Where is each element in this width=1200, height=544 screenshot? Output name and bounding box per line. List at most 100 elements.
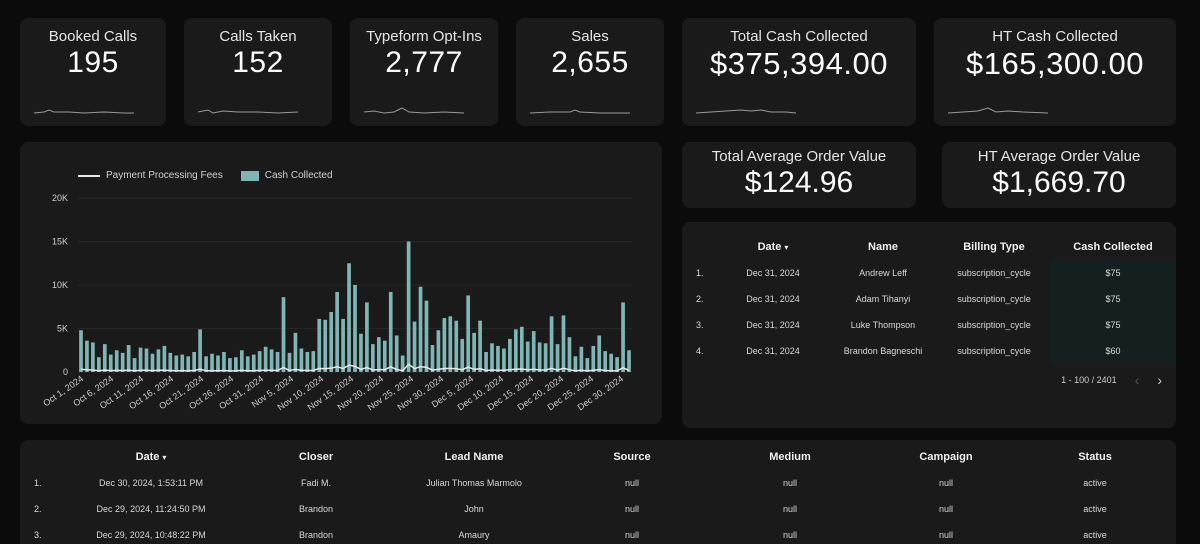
row-number: 3. bbox=[696, 320, 704, 330]
column-header-name[interactable]: Name bbox=[868, 241, 898, 253]
bar bbox=[525, 341, 530, 372]
cell-billing-type: subscription_cycle bbox=[957, 346, 1031, 356]
kpi-card-sales: Sales 2,655 bbox=[516, 18, 664, 126]
bar bbox=[585, 358, 590, 372]
sort-descending-icon[interactable]: ▾ bbox=[784, 243, 789, 252]
table-row[interactable]: 1. Dec 31, 2024 Andrew Leff subscription… bbox=[682, 260, 1176, 286]
table-row[interactable]: 2. Dec 31, 2024 Adam Tihanyi subscriptio… bbox=[682, 286, 1176, 312]
bar bbox=[365, 302, 369, 372]
kpi-value: 2,655 bbox=[551, 46, 629, 79]
bar bbox=[281, 297, 286, 372]
row-number: 2. bbox=[34, 504, 42, 514]
bar bbox=[150, 353, 155, 372]
column-header-closer[interactable]: Closer bbox=[298, 451, 334, 463]
column-header-medium[interactable]: Medium bbox=[769, 451, 811, 463]
bar bbox=[436, 330, 441, 372]
kpi-label: Sales bbox=[571, 28, 609, 45]
bar bbox=[186, 356, 191, 372]
sort-descending-icon[interactable]: ▾ bbox=[162, 453, 167, 462]
kpi-value: $165,300.00 bbox=[966, 46, 1144, 81]
bar bbox=[347, 263, 351, 372]
row-number: 1. bbox=[696, 268, 704, 278]
row-number-header bbox=[682, 234, 718, 260]
bar bbox=[228, 358, 232, 372]
cash-table-card: Date ▾ Name Billing Type Cash Collected 1… bbox=[682, 222, 1176, 428]
row-number: 2. bbox=[696, 294, 704, 304]
prev-page-icon[interactable]: ‹ bbox=[1134, 372, 1140, 388]
sparkline bbox=[948, 107, 1048, 114]
calls-table-card: Date ▾ Closer Lead Name Source Medium Cam… bbox=[20, 440, 1176, 544]
bar bbox=[162, 345, 167, 372]
column-header-lead-name[interactable]: Lead Name bbox=[444, 451, 504, 463]
kpi-label: Typeform Opt-Ins bbox=[366, 28, 482, 45]
legend-item-fees[interactable]: Payment Processing Fees bbox=[78, 170, 223, 181]
cell-billing-type: subscription_cycle bbox=[957, 320, 1031, 330]
row-number-header bbox=[20, 444, 56, 470]
cell-status: active bbox=[1083, 478, 1107, 488]
table-row[interactable]: 3. Dec 31, 2024 Luke Thompson subscripti… bbox=[682, 312, 1176, 338]
cell-date: Dec 31, 2024 bbox=[746, 268, 800, 278]
bar bbox=[424, 300, 429, 372]
column-header-cash-collected[interactable]: Cash Collected bbox=[1073, 241, 1153, 253]
bar bbox=[466, 295, 471, 372]
bar bbox=[400, 355, 405, 372]
row-number: 3. bbox=[34, 530, 42, 540]
bar bbox=[484, 351, 488, 372]
bar bbox=[120, 352, 125, 372]
column-header-date[interactable]: Date ▾ bbox=[135, 451, 167, 463]
cell-medium: null bbox=[782, 504, 797, 514]
bar bbox=[591, 345, 596, 372]
table-header-row: Date ▾ Name Billing Type Cash Collected bbox=[682, 234, 1176, 260]
fees-line bbox=[80, 363, 630, 372]
cell-name: Adam Tihanyi bbox=[855, 294, 911, 304]
bar bbox=[168, 352, 173, 372]
bar bbox=[621, 302, 625, 372]
aov-label: HT Average Order Value bbox=[977, 148, 1141, 165]
bar bbox=[513, 329, 518, 372]
bar bbox=[156, 349, 161, 372]
bar bbox=[609, 353, 613, 372]
calls-table: Date ▾ Closer Lead Name Source Medium Cam… bbox=[20, 444, 1176, 544]
bar bbox=[388, 291, 393, 372]
kpi-label: Total Cash Collected bbox=[730, 28, 868, 45]
y-tick-label: 10K bbox=[52, 280, 68, 290]
bar bbox=[329, 311, 334, 372]
bar bbox=[114, 350, 119, 372]
cell-name: Brandon Bagneschi bbox=[843, 346, 923, 356]
bar bbox=[359, 333, 363, 372]
cell-date: Dec 31, 2024 bbox=[746, 320, 800, 330]
kpi-value: 195 bbox=[67, 46, 119, 79]
bar bbox=[204, 356, 208, 372]
bar bbox=[555, 344, 560, 372]
kpi-value: $375,394.00 bbox=[710, 46, 888, 81]
next-page-icon[interactable]: › bbox=[1157, 372, 1162, 388]
bar bbox=[353, 285, 357, 372]
column-header-campaign[interactable]: Campaign bbox=[919, 451, 973, 463]
cell-medium: null bbox=[782, 530, 797, 540]
bar bbox=[418, 286, 423, 372]
cell-date: Dec 29, 2024, 11:24:50 PM bbox=[96, 504, 206, 514]
column-header-billing-type[interactable]: Billing Type bbox=[963, 241, 1025, 253]
bar bbox=[180, 354, 185, 372]
bar bbox=[144, 348, 149, 372]
bar bbox=[543, 343, 548, 372]
table-row[interactable]: 3. Dec 29, 2024, 10:48:22 PM Brandon Ama… bbox=[20, 522, 1176, 544]
bar bbox=[317, 318, 322, 372]
cell-status: active bbox=[1083, 530, 1107, 540]
column-header-source[interactable]: Source bbox=[613, 451, 651, 463]
legend-item-cash[interactable]: Cash Collected bbox=[240, 170, 333, 181]
cell-medium: null bbox=[782, 478, 797, 488]
cell-name: Andrew Leff bbox=[859, 268, 907, 278]
column-header-date[interactable]: Date ▾ bbox=[757, 241, 789, 253]
bar bbox=[490, 343, 494, 372]
column-header-status[interactable]: Status bbox=[1078, 451, 1112, 463]
table-row[interactable]: 2. Dec 29, 2024, 11:24:50 PM Brandon Joh… bbox=[20, 496, 1176, 522]
bar bbox=[79, 330, 83, 372]
kpi-card-total-cash-collected: Total Cash Collected $375,394.00 bbox=[682, 18, 916, 126]
bar bbox=[323, 319, 328, 372]
table-row[interactable]: 1. Dec 30, 2024, 1:53:11 PM Fadi M. Juli… bbox=[20, 470, 1176, 496]
row-number: 1. bbox=[34, 478, 42, 488]
table-row[interactable]: 4. Dec 31, 2024 Brandon Bagneschi subscr… bbox=[682, 338, 1176, 364]
bar bbox=[502, 348, 506, 372]
